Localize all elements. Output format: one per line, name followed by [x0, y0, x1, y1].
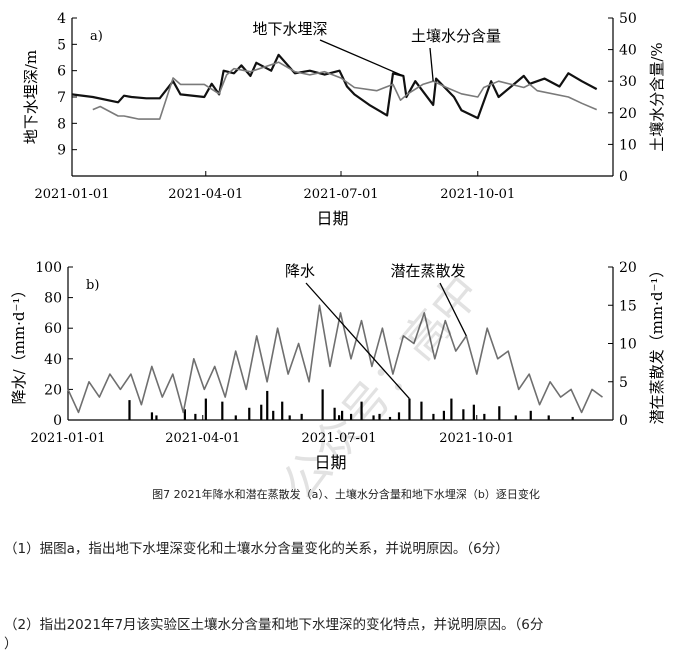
precip-bar	[349, 413, 353, 420]
precip-bar	[442, 410, 446, 420]
annotation-leader	[319, 39, 404, 77]
y-tick-label-left: 4	[57, 11, 66, 27]
y-tick-label-left: 60	[44, 321, 62, 337]
precip-bar	[360, 401, 363, 420]
x-tick-label: 2021-01-01	[31, 431, 106, 446]
soil-line	[92, 61, 598, 120]
y-tick-label-left: 7	[57, 90, 66, 106]
y-tick-label-right: 40	[619, 43, 637, 59]
precip-bar	[571, 416, 574, 420]
x-tick-label: 2021-07-01	[304, 187, 379, 202]
chart-panel-a: a) 4 5 6 7 8 9 0 10 20 30 40 50 2021-01-01 2021-04-01 2…	[22, 11, 666, 228]
annotation-label: 降水	[285, 262, 315, 280]
question-1: （1）据图a，指出地下水埋深变化和土壤水分含量变化的关系，并说明原因。（6分）	[4, 541, 509, 557]
precip-bar	[483, 413, 486, 420]
precip-bar	[547, 415, 550, 420]
y-tick-label-right: 15	[619, 298, 637, 314]
precip-bar	[462, 409, 465, 420]
precip-bar	[498, 406, 501, 420]
y-tick-label-right: 50	[619, 11, 637, 27]
precip-bar	[378, 413, 381, 420]
precip-bar	[338, 415, 341, 420]
precip-bar	[266, 390, 269, 420]
y-tick-label-right: 20	[619, 260, 637, 276]
precip-bar	[472, 404, 475, 420]
y-tick-label-left: 9	[57, 143, 66, 159]
x-tick-label: 2021-01-01	[35, 187, 110, 202]
annotation-label: 土壤水分含量	[411, 27, 501, 45]
precip-bar	[288, 415, 291, 420]
y-axis-title-right: 土壤水分含量/%	[648, 42, 666, 151]
precip-bar	[397, 412, 401, 420]
y-axis-title-right: 潜在蒸散发（mm·d⁻¹）	[648, 263, 666, 425]
precip-bar	[514, 415, 517, 420]
y-axis-title-left: 地下水埋深/m	[22, 50, 40, 144]
y-tick-label-left: 6	[57, 64, 66, 80]
x-axis-title: 日期	[316, 209, 348, 228]
y-tick-label-right: 5	[619, 375, 628, 391]
precip-bar	[221, 401, 224, 420]
x-tick-label: 2021-10-01	[439, 431, 514, 446]
precip-bar	[420, 401, 423, 420]
y-tick-label-right: 10	[619, 337, 637, 353]
precip-bar	[408, 398, 411, 420]
groundwater-line	[71, 53, 598, 120]
y-tick-label-right: 20	[619, 106, 637, 122]
y-tick-label-left: 20	[44, 382, 62, 398]
y-tick-label-left: 0	[53, 413, 62, 429]
precip-bar	[281, 401, 284, 420]
precip-bar	[340, 410, 344, 420]
panel-label: b)	[86, 278, 99, 293]
x-tick-label: 2021-04-01	[165, 431, 240, 446]
precip-bar	[529, 410, 532, 420]
precip-bar	[183, 409, 186, 420]
y-tick-label-left: 5	[57, 37, 66, 53]
precip-bar	[194, 413, 197, 420]
precip-bar	[234, 415, 237, 420]
y-tick-label-left: 80	[44, 291, 62, 307]
chart-panel-b: b) 0 20 40 60 80 100 0 5 10 15 20 2021-01-01 2021-04-…	[10, 260, 666, 472]
figure-caption: 图7 2021年降水和潜在蒸散发（a）、土壤水分含量和地下水埋深（b）逐日变化	[152, 488, 540, 501]
question-2: （2）指出2021年7月该实验区土壤水分含量和地下水埋深的变化特点，并说明原因。…	[4, 617, 544, 652]
y-tick-label-right: 10	[619, 137, 637, 153]
annotation-leader	[439, 282, 467, 337]
precip-bar	[432, 413, 435, 420]
precip-bar	[333, 407, 336, 420]
y-tick-label-left: 8	[57, 116, 66, 132]
precip-bar	[372, 415, 375, 420]
precip-bar	[128, 400, 131, 420]
annotation-label: 潜在蒸散发	[390, 262, 465, 280]
y-tick-label-right: 0	[619, 413, 628, 429]
y-tick-label-right: 30	[619, 74, 637, 90]
precip-bar	[450, 398, 453, 420]
precip-bar	[272, 410, 275, 420]
precip-bar	[388, 416, 392, 420]
annotation-label: 地下水埋深	[252, 20, 327, 38]
x-tick-label: 2021-10-01	[440, 187, 515, 202]
y-axis-title-left: 降水/（mm·d⁻¹）	[10, 283, 28, 405]
x-tick-label: 2021-07-01	[302, 431, 377, 446]
y-tick-label-left: 40	[44, 352, 62, 368]
precip-bar	[155, 415, 158, 420]
x-tick-label: 2021-04-01	[168, 187, 243, 202]
precip-bar	[150, 412, 154, 420]
annotation-leader	[305, 282, 410, 400]
pet-line	[67, 304, 603, 414]
y-tick-label-left: 100	[35, 260, 62, 276]
precip-bar	[300, 413, 303, 420]
annotation-leader	[429, 47, 434, 82]
panel-label: a)	[90, 29, 103, 44]
precip-bar	[321, 389, 324, 420]
x-axis-title: 日期	[314, 453, 346, 472]
precip-bar	[260, 404, 263, 420]
precip-bar	[248, 407, 251, 420]
y-tick-label-right: 0	[619, 169, 628, 185]
precip-bar	[204, 398, 207, 420]
